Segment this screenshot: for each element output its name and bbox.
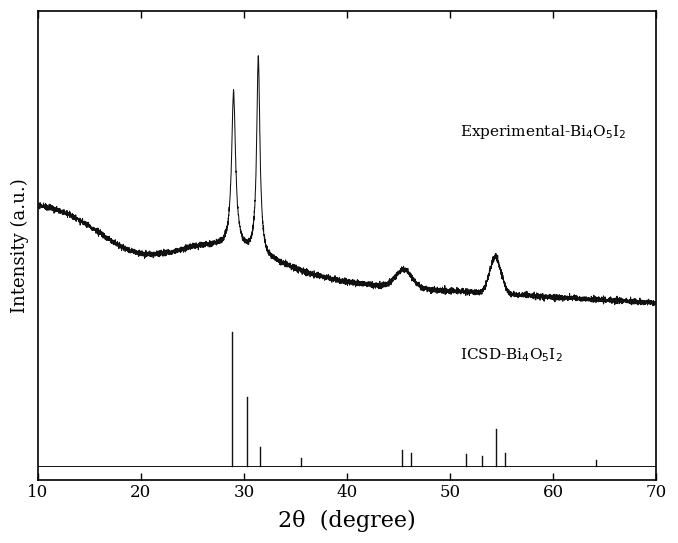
Y-axis label: Intensity (a.u.): Intensity (a.u.) bbox=[11, 178, 29, 313]
X-axis label: 2θ  (degree): 2θ (degree) bbox=[278, 510, 416, 532]
Text: Experimental-Bi$_4$O$_5$I$_2$: Experimental-Bi$_4$O$_5$I$_2$ bbox=[460, 123, 627, 141]
Text: ICSD-Bi$_4$O$_5$I$_2$: ICSD-Bi$_4$O$_5$I$_2$ bbox=[460, 346, 563, 363]
